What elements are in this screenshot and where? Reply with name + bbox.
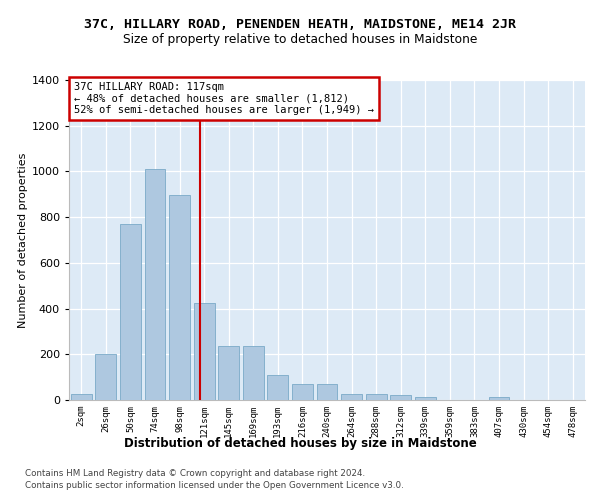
Bar xyxy=(169,196,190,400)
Text: Contains public sector information licensed under the Open Government Licence v3: Contains public sector information licen… xyxy=(25,481,404,490)
Text: 37C, HILLARY ROAD, PENENDEN HEATH, MAIDSTONE, ME14 2JR: 37C, HILLARY ROAD, PENENDEN HEATH, MAIDS… xyxy=(84,18,516,31)
Bar xyxy=(95,354,116,400)
Bar xyxy=(317,384,337,400)
Text: Distribution of detached houses by size in Maidstone: Distribution of detached houses by size … xyxy=(124,438,476,450)
Text: Contains HM Land Registry data © Crown copyright and database right 2024.: Contains HM Land Registry data © Crown c… xyxy=(25,469,365,478)
Bar xyxy=(415,397,436,400)
Bar xyxy=(194,303,215,400)
Bar xyxy=(71,394,92,400)
Bar xyxy=(120,224,141,400)
Bar xyxy=(268,375,289,400)
Bar xyxy=(218,346,239,400)
Bar xyxy=(292,384,313,400)
Bar xyxy=(365,394,386,400)
Text: Size of property relative to detached houses in Maidstone: Size of property relative to detached ho… xyxy=(123,33,477,46)
Y-axis label: Number of detached properties: Number of detached properties xyxy=(17,152,28,328)
Text: 37C HILLARY ROAD: 117sqm
← 48% of detached houses are smaller (1,812)
52% of sem: 37C HILLARY ROAD: 117sqm ← 48% of detach… xyxy=(74,82,374,115)
Bar xyxy=(390,396,411,400)
Bar xyxy=(243,346,264,400)
Bar xyxy=(488,397,509,400)
Bar xyxy=(145,169,166,400)
Bar xyxy=(341,394,362,400)
